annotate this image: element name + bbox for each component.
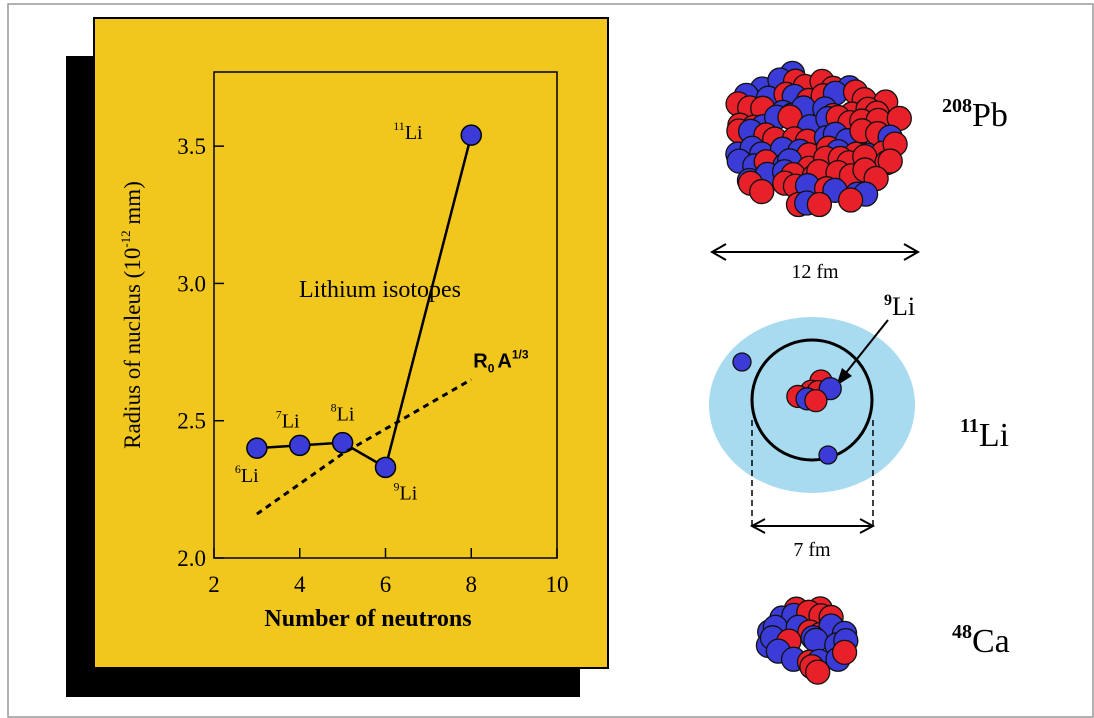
base: R (473, 351, 488, 373)
page: Lithium isotopes Number of neutrons Radi… (0, 0, 1094, 718)
y-label-exponent: -12 (118, 230, 133, 247)
y-tick-label: 2.5 (177, 409, 206, 434)
chart-title: Lithium isotopes (299, 277, 461, 303)
li-width-label: 7 fm (793, 539, 831, 561)
chart-panel (94, 18, 608, 668)
exp: 1/3 (512, 348, 529, 362)
mass: 11 (393, 119, 405, 133)
mass: 208 (942, 95, 972, 117)
nucleon (805, 390, 827, 412)
symbol: Li (400, 482, 418, 504)
symbol: Pb (972, 97, 1008, 134)
x-axis-label: Number of neutrons (264, 606, 471, 632)
mass: 11 (960, 415, 979, 437)
y-label-unit: mm) (120, 181, 145, 230)
nucleon (804, 628, 828, 652)
mass: 48 (952, 621, 972, 643)
y-axis-label: Radius of nucleus (10-12 mm) (118, 181, 145, 449)
y-tick-label: 3.0 (177, 271, 206, 296)
symbol: Ca (972, 623, 1010, 660)
x-tick-label: 10 (546, 572, 569, 597)
nucleon (833, 640, 857, 664)
y-label-text: Radius of nucleus (10 (120, 248, 145, 449)
x-tick-label: 4 (294, 572, 306, 597)
sub: 0 (488, 362, 495, 376)
y-tick-label: 3.5 (177, 134, 206, 159)
nucleon (806, 660, 830, 684)
symbol: Li (337, 404, 355, 426)
nucleon (807, 193, 831, 217)
symbol: Li (282, 410, 300, 432)
halo-nucleon (819, 446, 837, 464)
pb-width-label: 12 fm (791, 261, 839, 283)
x-tick-label: 2 (208, 572, 220, 597)
y-tick-label: 2.0 (177, 546, 206, 571)
symbol: Li (241, 465, 259, 487)
x-tick-label: 8 (466, 572, 478, 597)
nucleon (750, 180, 774, 204)
symbol: Li (892, 292, 915, 321)
nucleon (839, 188, 863, 212)
point (461, 125, 481, 145)
symbol: Li (979, 417, 1009, 454)
halo-nucleon (733, 353, 751, 371)
figure: Lithium isotopes Number of neutrons Radi… (0, 0, 1094, 718)
main: A (497, 351, 511, 373)
symbol: Li (405, 122, 423, 144)
point (247, 438, 267, 458)
x-tick-label: 6 (380, 572, 392, 597)
point (376, 457, 396, 477)
point (290, 435, 310, 455)
mass: 9 (884, 292, 892, 309)
